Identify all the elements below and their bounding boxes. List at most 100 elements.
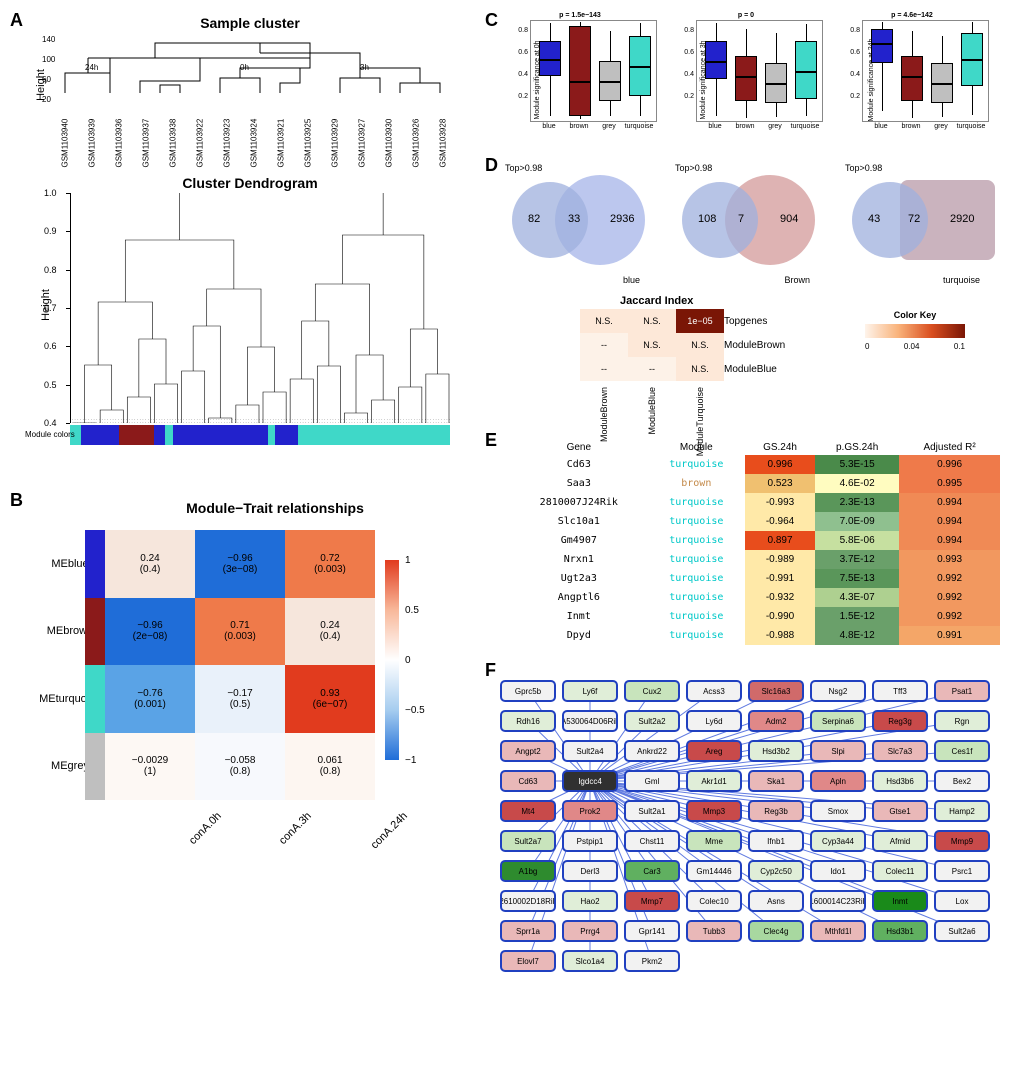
- panel-c: Module significance at 0h p = 1.5e−1430.…: [500, 15, 1000, 155]
- jaccard-cell: N.S.: [628, 309, 676, 333]
- venn-right-n: 2936: [610, 213, 634, 225]
- venn-left-n: 108: [698, 213, 716, 225]
- table-row: Saa3 brown 0.523 4.6E-02 0.995: [510, 474, 1000, 493]
- boxplot: Module significance at 0h p = 1.5e−1430.…: [500, 15, 660, 145]
- venn-right-label: Brown: [784, 275, 810, 285]
- jaccard-row-label: ModuleBrown: [724, 333, 804, 357]
- network-node: Hamp2: [934, 800, 990, 822]
- module-colors-label: Module colors: [25, 430, 75, 439]
- p-cell: 5.3E-15: [815, 455, 899, 474]
- jaccard-col-label: ModuleTurquoise: [670, 387, 730, 435]
- cluster-dend-area: [70, 193, 451, 423]
- network-node: Derl3: [562, 860, 618, 882]
- network-node: Cyp2c50: [748, 860, 804, 882]
- module-color-seg: [119, 425, 153, 445]
- module-cell: turquoise: [648, 569, 745, 588]
- gs-cell: -0.990: [745, 607, 815, 626]
- dend-ytick: 0.5: [44, 380, 57, 390]
- sample-leaf: GSM1103937: [142, 119, 151, 168]
- network-node: Lox: [934, 890, 990, 912]
- bp-xtick: turquoise: [624, 123, 654, 130]
- network-node: 2610002D18Rik: [500, 890, 556, 912]
- figure-root: A B C D E F Sample cluster Height 206010…: [10, 10, 1010, 1059]
- r2-cell: 0.992: [899, 569, 1000, 588]
- panel-e: GeneModuleGS.24hp.GS.24hAdjusted R² Cd63…: [500, 440, 1000, 645]
- gs-cell: -0.964: [745, 512, 815, 531]
- r2-cell: 0.993: [899, 550, 1000, 569]
- network-node: Pstpip1: [562, 830, 618, 852]
- gs-cell: -0.993: [745, 493, 815, 512]
- gs-cell: -0.989: [745, 550, 815, 569]
- sample-leaf: GSM1103939: [88, 119, 97, 168]
- gene-cell: Inmt: [510, 607, 648, 626]
- gene-cell: Dpyd: [510, 626, 648, 645]
- network-node: Mt4: [500, 800, 556, 822]
- network-node: Sult2a7: [500, 830, 556, 852]
- network-node: Mmp3: [686, 800, 742, 822]
- bp-xtick: blue: [700, 123, 730, 130]
- panel-f: Gprc5bLy6fCux2Acss3Slc16a3Nsg2Tff3Psat1R…: [490, 670, 1010, 1060]
- r2-cell: 0.994: [899, 493, 1000, 512]
- network-node: Colec11: [872, 860, 928, 882]
- bp-pval: p = 1.5e−143: [559, 12, 601, 19]
- module-cell: turquoise: [648, 607, 745, 626]
- gene-cell: Cd63: [510, 455, 648, 474]
- module-trait-title: Module−Trait relationships: [70, 500, 480, 516]
- sample-leaf: GSM1103929: [331, 119, 340, 168]
- dend-ytick: 0.6: [44, 341, 57, 351]
- network-node: Adm2: [748, 710, 804, 732]
- network-node: Sult2a6: [934, 920, 990, 942]
- venn-right-n: 2920: [950, 213, 974, 225]
- box: [705, 41, 727, 79]
- sample-ytick: 100: [42, 55, 55, 64]
- module-cell: turquoise: [648, 455, 745, 474]
- dend-ytick: 0.7: [44, 303, 57, 313]
- bp-xtick: turquoise: [956, 123, 986, 130]
- gs-cell: 0.996: [745, 455, 815, 474]
- module-color-bar: [70, 425, 450, 445]
- p-cell: 4.8E-12: [815, 626, 899, 645]
- mt-col-label: conA.0h: [187, 810, 224, 847]
- color-key: Color Key 00.040.1: [860, 310, 970, 351]
- network-node: Pkm2: [624, 950, 680, 972]
- venn-row: Top>0.98 82 33 2936 blue Top>0.98 108 7 …: [500, 165, 1000, 285]
- bp-xtick: blue: [534, 123, 564, 130]
- gs-cell: -0.991: [745, 569, 815, 588]
- gene-cell: Ugt2a3: [510, 569, 648, 588]
- venn-mid-n: 7: [738, 213, 744, 225]
- boxplot: Module significance at 3h p = 00.20.40.6…: [666, 15, 826, 145]
- venn: Top>0.98 108 7 904 Brown: [670, 165, 830, 285]
- network-node: Gtse1: [872, 800, 928, 822]
- jaccard-cell: N.S.: [676, 357, 724, 381]
- network-node: Inmt: [872, 890, 928, 912]
- network-node: Psat1: [934, 680, 990, 702]
- mt-cell: −0.0029(1): [105, 733, 195, 801]
- panel-label-c: C: [485, 10, 498, 31]
- mt-row-color: [85, 530, 105, 598]
- jaccard-cell: --: [580, 333, 628, 357]
- network-node: Psrc1: [934, 860, 990, 882]
- p-cell: 1.5E-12: [815, 607, 899, 626]
- module-cell: brown: [648, 474, 745, 493]
- table-row: Nrxn1 turquoise -0.989 3.7E-12 0.993: [510, 550, 1000, 569]
- box: [569, 26, 591, 116]
- etable-header: GS.24h: [745, 440, 815, 455]
- cluster-dend-svg: [71, 193, 451, 423]
- mt-colorbar-tick: 0.5: [405, 605, 419, 616]
- venn-top-label: Top>0.98: [845, 163, 882, 173]
- network-node: Mthfd1l: [810, 920, 866, 942]
- r2-cell: 0.992: [899, 607, 1000, 626]
- venn-right-n: 904: [780, 213, 798, 225]
- network-node: Hsd3b1: [872, 920, 928, 942]
- sample-leaf: GSM1103924: [250, 119, 259, 168]
- network-node: Bex2: [934, 770, 990, 792]
- jaccard-cell: N.S.: [628, 333, 676, 357]
- network-node: Colec10: [686, 890, 742, 912]
- sample-ytick: 60: [42, 75, 51, 84]
- network-node: Akr1d1: [686, 770, 742, 792]
- venn-left-n: 82: [528, 213, 540, 225]
- mt-colorbar-tick: 1: [405, 555, 411, 566]
- bp-area: [530, 20, 657, 122]
- bp-xtick: turquoise: [790, 123, 820, 130]
- network-node: Apln: [810, 770, 866, 792]
